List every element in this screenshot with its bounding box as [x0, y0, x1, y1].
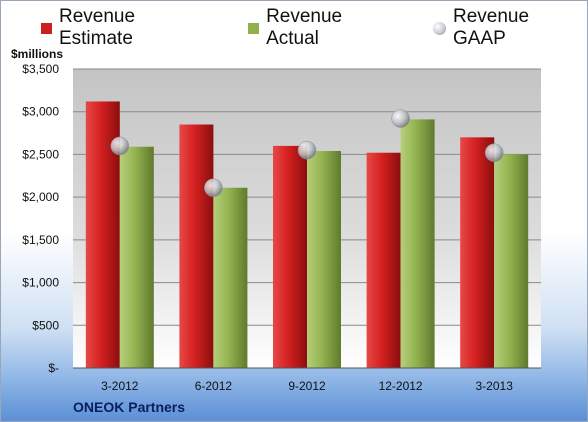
legend-label-gaap: Revenue GAAP	[453, 6, 530, 49]
legend-item-gaap: Revenue GAAP	[433, 6, 587, 50]
x-tick-label: 3-2013	[476, 379, 514, 393]
legend-item-actual: Revenue Actual	[248, 6, 399, 50]
x-tick-label: 6-2012	[195, 379, 233, 393]
bar-actual	[119, 146, 154, 368]
y-tick-label: $3,000	[22, 105, 59, 119]
legend-item-estimate: Revenue Estimate	[41, 6, 214, 50]
y-tick-label: $1,500	[22, 233, 59, 247]
y-axis-ticks: $- $500 $1,000 $1,500 $2,000 $2,500 $3,000 $3,5…	[22, 62, 59, 375]
gaap-marker	[204, 178, 223, 197]
gaap-marker	[297, 140, 317, 160]
legend-label-actual: Revenue Actual	[266, 6, 343, 49]
legend-swatch-actual	[248, 22, 260, 34]
y-tick-label: $2,000	[22, 190, 59, 204]
y-tick-label: $-	[48, 361, 59, 375]
x-tick-label: 3-2012	[101, 379, 139, 393]
x-tick-label: 9-2012	[288, 379, 326, 393]
gaap-markers	[110, 109, 504, 197]
bar-estimate	[460, 137, 495, 368]
x-axis-ticks: 3-2012 6-2012 9-2012 12-2012 3-2013	[101, 379, 513, 393]
bar-estimate	[179, 124, 214, 369]
gaap-marker	[391, 109, 410, 128]
y-tick-label: $1,000	[22, 276, 59, 290]
bar-actual	[494, 154, 529, 368]
bar-actual	[400, 119, 435, 368]
legend-swatch-gaap	[433, 21, 446, 35]
legend-swatch-estimate	[41, 22, 52, 34]
gaap-marker	[484, 143, 504, 162]
y-tick-label: $2,500	[22, 147, 59, 161]
y-axis-unit-label: $millions	[11, 47, 64, 61]
bar-actual	[307, 151, 341, 368]
bar-estimate	[366, 152, 401, 368]
bars	[85, 101, 529, 369]
y-tick-label: $3,500	[22, 62, 59, 76]
gaap-marker	[110, 136, 130, 156]
company-name: ONEOK Partners	[73, 399, 186, 415]
bar-actual	[213, 187, 248, 368]
x-tick-label: 12-2012	[379, 379, 423, 393]
bar-estimate	[273, 145, 307, 368]
legend: Revenue Estimate Revenue Actual Revenue …	[41, 6, 587, 49]
y-tick-label: $500	[32, 318, 59, 332]
legend-label-estimate: Revenue Estimate	[58, 6, 136, 49]
